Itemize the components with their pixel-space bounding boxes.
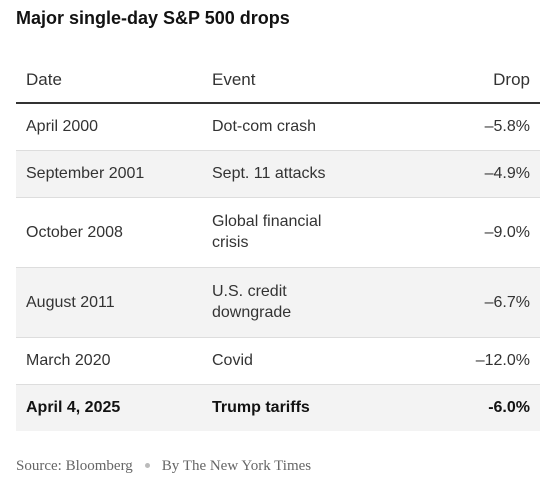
- table-cell: September 2001: [16, 150, 202, 198]
- title: Major single-day S&P 500 drops: [16, 8, 290, 28]
- table-cell: March 2020: [16, 337, 202, 385]
- table-cell: U.S. credit downgrade: [202, 267, 372, 338]
- table-cell: –12.0%: [372, 337, 540, 385]
- table-cell: Sept. 11 attacks: [202, 150, 372, 198]
- table-cell: –4.9%: [372, 150, 540, 198]
- table-cell: Trump tariffs: [212, 399, 310, 417]
- source: Source: Bloomberg: [16, 458, 133, 474]
- table-cell: October 2008: [16, 197, 202, 268]
- table-cell: –9.0%: [372, 197, 540, 268]
- table-row: October 2008 Global financial crisis –9.0%: [16, 197, 540, 268]
- table-cell: -6.0%: [488, 399, 530, 417]
- credit: By The New York Times: [161, 458, 312, 474]
- table-cell: August 2011: [16, 267, 202, 338]
- table-cell: April 4, 2025: [26, 399, 121, 417]
- column-header: Drop: [372, 58, 540, 104]
- column-header: Event: [202, 58, 372, 104]
- header-row: Date Event Drop: [16, 58, 540, 104]
- table: Date Event Drop April 2000 Dot-com crash –5.…: [16, 58, 540, 431]
- table-cell: Global financial crisis: [202, 197, 372, 268]
- table-cell: Covid: [202, 337, 372, 385]
- table-body: April 2000 Dot-com crash –5.8% September 20…: [16, 103, 540, 431]
- table-row: April 4, 2025 Trump tariffs -6.0%: [16, 384, 540, 431]
- table-cell: Dot-com crash: [202, 103, 372, 151]
- separator-dot: [144, 462, 150, 468]
- table-row: March 2020 Covid –12.0%: [16, 337, 540, 385]
- table-header: Date Event Drop: [16, 58, 540, 104]
- table-cell: –6.7%: [372, 267, 540, 338]
- table-row: September 2001 Sept. 11 attacks –4.9%: [16, 150, 540, 198]
- table-cell: –5.8%: [372, 103, 540, 151]
- footer: Source: Bloomberg By The New York Times: [16, 458, 311, 475]
- table-row: April 2000 Dot-com crash –5.8%: [16, 103, 540, 151]
- column-header: Date: [16, 58, 202, 104]
- table-row: August 2011 U.S. credit downgrade –6.7%: [16, 267, 540, 338]
- table-cell: April 2000: [16, 103, 202, 151]
